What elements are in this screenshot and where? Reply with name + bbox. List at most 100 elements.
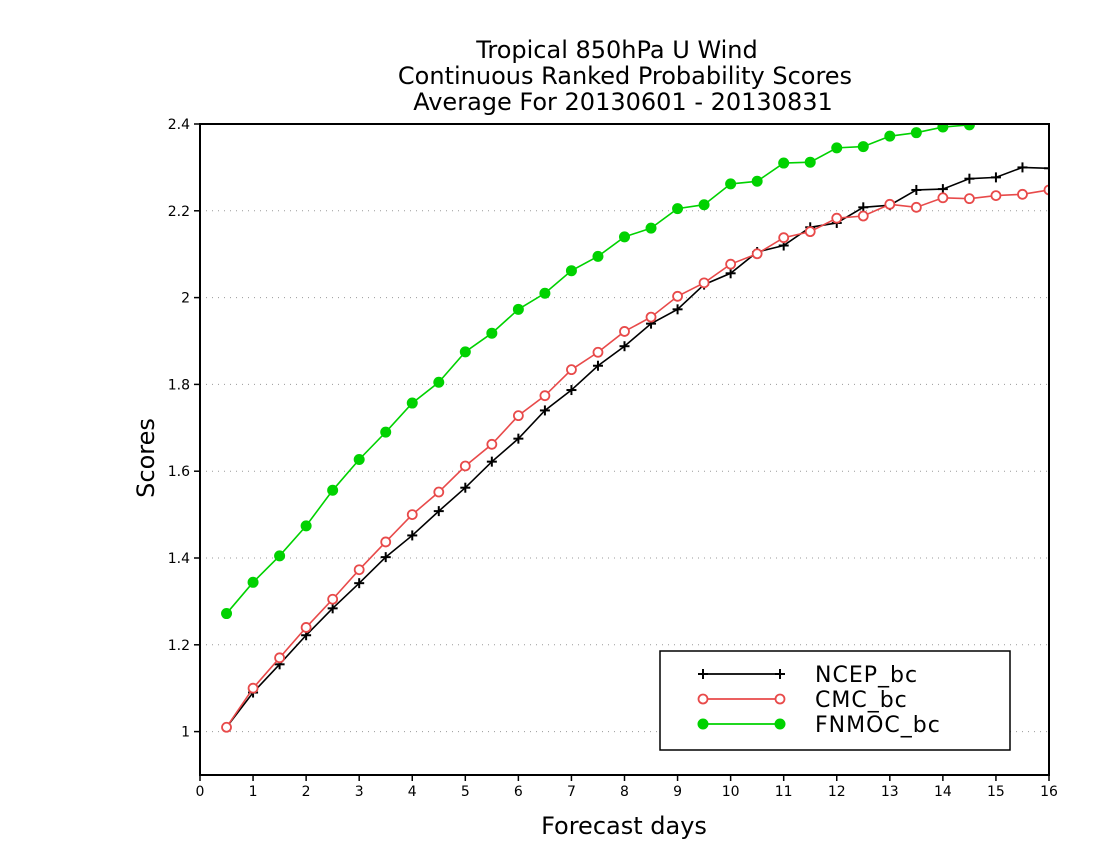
data-point-cmc-bc bbox=[910, 201, 922, 213]
data-point-cmc-bc bbox=[778, 232, 790, 244]
data-point-ncep-bc bbox=[964, 173, 975, 184]
x-tick-label: 16 bbox=[1040, 784, 1058, 800]
data-point-cmc-bc bbox=[619, 326, 630, 337]
y-tick-label: 1.2 bbox=[168, 638, 190, 654]
data-point-ncep-bc bbox=[672, 304, 683, 315]
data-point-fnmoc-bc bbox=[274, 550, 286, 562]
series-line-cmc-bc bbox=[225, 189, 1050, 728]
data-point-cmc-bc bbox=[459, 460, 471, 472]
plot-frame bbox=[199, 123, 1050, 776]
y-tick-label: 2.4 bbox=[168, 117, 190, 133]
x-tick-label: 12 bbox=[828, 784, 846, 800]
legend-label: FNMOC_bc bbox=[815, 713, 941, 738]
data-point-cmc-bc bbox=[433, 486, 445, 498]
chart-title-line-1: Tropical 850hPa U Wind bbox=[475, 36, 758, 64]
x-tick-label: 6 bbox=[514, 784, 523, 800]
data-point-fnmoc-bc bbox=[353, 453, 365, 465]
legend-marker bbox=[774, 718, 786, 730]
x-tick-label: 5 bbox=[461, 784, 470, 800]
data-point-fnmoc-bc bbox=[539, 287, 551, 299]
y-axis-ticks: 1 1.2 1.4 1.6 1.8 2 2.2 2.4 bbox=[168, 117, 200, 741]
data-point-ncep-bc bbox=[619, 341, 630, 352]
data-point-cmc-bc bbox=[857, 210, 869, 222]
x-tick-label: 9 bbox=[673, 784, 682, 800]
legend-marker bbox=[698, 669, 708, 679]
data-point-fnmoc-bc bbox=[698, 199, 710, 211]
data-point-ncep-bc bbox=[566, 385, 577, 396]
data-point-fnmoc-bc bbox=[327, 484, 339, 496]
data-point-ncep-bc bbox=[327, 603, 338, 614]
legend-marker bbox=[774, 693, 786, 705]
data-point-fnmoc-bc bbox=[619, 231, 630, 243]
x-tick-label: 2 bbox=[302, 784, 311, 800]
x-tick-label: 14 bbox=[934, 784, 952, 800]
data-point-ncep-bc bbox=[433, 506, 444, 517]
data-point-fnmoc-bc bbox=[433, 376, 445, 388]
data-point-cmc-bc bbox=[274, 652, 285, 664]
data-point-ncep-bc bbox=[911, 184, 922, 195]
data-point-cmc-bc bbox=[751, 248, 763, 260]
data-point-fnmoc-bc bbox=[486, 327, 498, 339]
data-point-ncep-bc bbox=[460, 482, 471, 493]
data-point-ncep-bc bbox=[380, 552, 391, 563]
legend-item-fnmoc-bc: FNMOC_bc bbox=[697, 713, 941, 738]
data-point-fnmoc-bc bbox=[565, 265, 577, 277]
legend-label: NCEP_bc bbox=[815, 663, 918, 688]
data-point-ncep-bc bbox=[592, 360, 603, 371]
data-point-ncep-bc bbox=[539, 405, 550, 416]
data-point-cmc-bc bbox=[698, 277, 710, 289]
legend-marker bbox=[697, 693, 709, 705]
series-line-ncep-bc bbox=[225, 166, 1050, 728]
data-point-cmc-bc bbox=[592, 346, 604, 358]
data-point-fnmoc-bc bbox=[910, 127, 922, 139]
legend-box bbox=[659, 650, 1011, 751]
data-point-ncep-bc bbox=[407, 530, 418, 541]
data-point-fnmoc-bc bbox=[804, 156, 816, 168]
data-point-cmc-bc bbox=[831, 212, 843, 224]
x-tick-label: 8 bbox=[620, 784, 629, 800]
data-point-cmc-bc bbox=[327, 593, 339, 605]
data-point-ncep-bc bbox=[354, 578, 365, 589]
data-point-cmc-bc bbox=[221, 721, 232, 733]
y-gridlines bbox=[200, 123, 1049, 733]
data-point-fnmoc-bc bbox=[459, 346, 471, 358]
data-point-fnmoc-bc bbox=[406, 397, 418, 409]
data-point-ncep-bc bbox=[990, 172, 1001, 183]
data-point-fnmoc-bc bbox=[221, 608, 233, 620]
series-cmc-bc bbox=[221, 184, 1050, 733]
y-axis-title: Scores bbox=[132, 418, 160, 498]
series-ncep-bc bbox=[221, 162, 1050, 733]
data-point-ncep-bc bbox=[725, 268, 736, 279]
data-point-cmc-bc bbox=[804, 226, 816, 238]
data-point-cmc-bc bbox=[964, 193, 975, 205]
data-point-cmc-bc bbox=[353, 564, 365, 576]
data-point-fnmoc-bc bbox=[751, 175, 763, 187]
chart-title-line-3: Average For 20130601 - 20130831 bbox=[413, 88, 833, 116]
data-point-cmc-bc bbox=[300, 622, 312, 633]
data-point-cmc-bc bbox=[566, 364, 577, 376]
data-point-fnmoc-bc bbox=[857, 141, 869, 153]
data-point-cmc-bc bbox=[512, 410, 524, 422]
x-tick-label: 1 bbox=[249, 784, 258, 800]
data-point-cmc-bc bbox=[672, 290, 683, 302]
data-point-fnmoc-bc bbox=[937, 123, 949, 133]
data-point-fnmoc-bc bbox=[592, 250, 604, 262]
x-tick-label: 7 bbox=[567, 784, 576, 800]
data-point-ncep-bc bbox=[1017, 162, 1028, 173]
legend-item-ncep-bc: NCEP_bc bbox=[698, 663, 918, 688]
data-point-fnmoc-bc bbox=[778, 157, 790, 169]
data-point-cmc-bc bbox=[884, 198, 896, 210]
data-point-cmc-bc bbox=[406, 509, 418, 520]
data-point-ncep-bc bbox=[513, 433, 524, 444]
data-point-cmc-bc bbox=[990, 190, 1002, 202]
data-point-cmc-bc bbox=[380, 536, 392, 548]
data-point-cmc-bc bbox=[247, 682, 259, 694]
x-tick-label: 3 bbox=[355, 784, 364, 800]
x-tick-label: 15 bbox=[987, 784, 1005, 800]
data-point-fnmoc-bc bbox=[831, 142, 843, 154]
x-axis-ticks: 0 1 2 3 4 5 6 7 8 9 10 11 12 13 14 15 16 bbox=[196, 775, 1058, 800]
x-tick-label: 11 bbox=[775, 784, 793, 800]
y-tick-label: 1 bbox=[181, 725, 190, 741]
